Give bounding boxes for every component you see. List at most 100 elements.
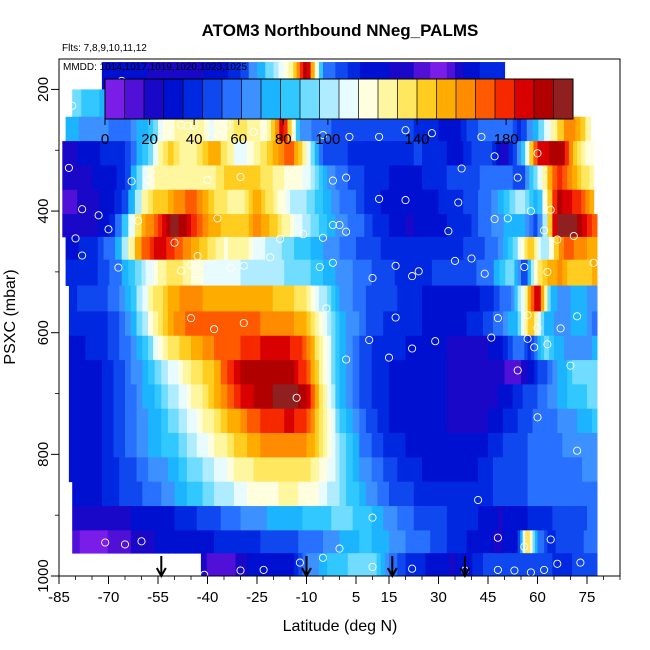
curtain-cell xyxy=(455,62,464,90)
curtain-cell xyxy=(413,214,423,238)
curtain-cell xyxy=(335,408,341,434)
curtain-cell xyxy=(323,506,328,531)
curtain-cell xyxy=(141,214,147,238)
sample-point xyxy=(450,256,460,265)
curtain-cell xyxy=(359,360,367,385)
curtain-cell xyxy=(260,408,268,434)
curtain-cell xyxy=(233,457,242,483)
curtain-cell xyxy=(154,457,162,483)
curtain-cell xyxy=(314,214,320,238)
curtain-cell xyxy=(331,408,336,434)
curtain-cell xyxy=(68,433,78,458)
curtain-cell xyxy=(142,311,149,337)
curtain-cell xyxy=(472,408,479,434)
curtain-cell xyxy=(591,311,598,337)
curtain-cell xyxy=(220,433,228,458)
curtain-cell xyxy=(306,141,312,166)
curtain-cell xyxy=(265,62,275,90)
curtain-cell xyxy=(178,530,184,554)
curtain-cell xyxy=(351,553,357,577)
curtain-cell xyxy=(220,214,228,238)
curtain-cell xyxy=(240,141,248,166)
curtain-cell xyxy=(278,553,285,577)
curtain-cell xyxy=(455,408,462,434)
curtain-cell xyxy=(153,285,159,312)
curtain-cell xyxy=(314,141,320,166)
curtain-cell xyxy=(113,408,120,434)
curtain-cell xyxy=(224,259,233,286)
curtain-cell xyxy=(483,506,489,531)
curtain-cell xyxy=(153,335,159,361)
curtain-cell xyxy=(148,335,154,361)
sample-point xyxy=(589,258,598,267)
sample-point xyxy=(573,312,582,321)
curtain-cell xyxy=(331,384,336,410)
curtain-cell xyxy=(405,553,413,577)
sample-point xyxy=(239,318,248,328)
curtain-cell xyxy=(577,506,583,531)
curtain-cell xyxy=(384,553,390,577)
curtain-cell xyxy=(113,506,120,531)
curtain-cell xyxy=(253,457,261,483)
curtain-cell xyxy=(505,259,512,286)
curtain-cell xyxy=(577,553,583,577)
curtain-cell xyxy=(247,165,255,191)
curtain-cell xyxy=(62,189,71,215)
curtain-cell xyxy=(488,553,494,577)
curtain-cell xyxy=(359,259,367,286)
curtain-cell xyxy=(161,481,169,507)
curtain-cell xyxy=(537,214,544,238)
x-tick-label: 30 xyxy=(430,589,447,606)
curtain-cell xyxy=(527,285,532,312)
curtain-cell xyxy=(107,408,115,434)
curtain-cell xyxy=(278,530,285,554)
curtain-cell xyxy=(389,408,398,434)
x-tick-label: -10 xyxy=(296,589,318,606)
sample-point xyxy=(134,216,143,225)
curtain-cell xyxy=(397,236,407,261)
curtain-cell xyxy=(125,141,132,166)
curtain-cell xyxy=(560,530,567,554)
curtain-cell xyxy=(570,116,577,142)
curtain-cell xyxy=(389,214,398,238)
curtain-cell xyxy=(517,236,522,261)
sample-point xyxy=(391,313,400,322)
curtain-cell xyxy=(359,285,367,312)
curtain-cell xyxy=(472,481,479,507)
curtain-cell xyxy=(298,214,303,238)
curtain-cell xyxy=(310,311,316,337)
curtain-cell xyxy=(479,62,489,90)
curtain-cell xyxy=(364,553,369,577)
curtain-cell xyxy=(591,384,598,410)
sample-point xyxy=(186,314,196,323)
curtain-cell xyxy=(119,506,126,531)
curtain-cell xyxy=(302,189,308,215)
curtain-cell xyxy=(227,384,235,410)
curtain-cell xyxy=(240,236,246,261)
curtain-cell xyxy=(335,335,341,361)
curtain-cell xyxy=(537,259,544,286)
curtain-cell xyxy=(154,481,162,507)
curtain-cell xyxy=(437,553,445,577)
curtain-cell xyxy=(298,335,303,361)
curtain-cell xyxy=(430,408,440,434)
curtain-cell xyxy=(383,481,390,507)
curtain-cell xyxy=(540,285,545,312)
colorbar-swatch xyxy=(397,79,418,119)
curtain-cell xyxy=(79,506,88,531)
curtain-cell xyxy=(527,433,534,458)
curtain-cell xyxy=(512,311,519,337)
curtain-cell xyxy=(492,457,499,483)
curtain-cell xyxy=(430,285,440,312)
curtain-cell xyxy=(302,506,308,531)
curtain-cell xyxy=(479,165,489,191)
y-tick-label: 1000 xyxy=(35,559,52,592)
curtain-cell xyxy=(208,530,215,554)
curtain-cell xyxy=(364,165,374,191)
curtain-cell xyxy=(455,481,462,507)
colorbar-swatch xyxy=(339,79,359,119)
curtain-cell xyxy=(522,506,529,531)
curtain-cell xyxy=(537,506,544,531)
curtain-cell xyxy=(272,433,280,458)
curtain-cell xyxy=(359,384,367,410)
